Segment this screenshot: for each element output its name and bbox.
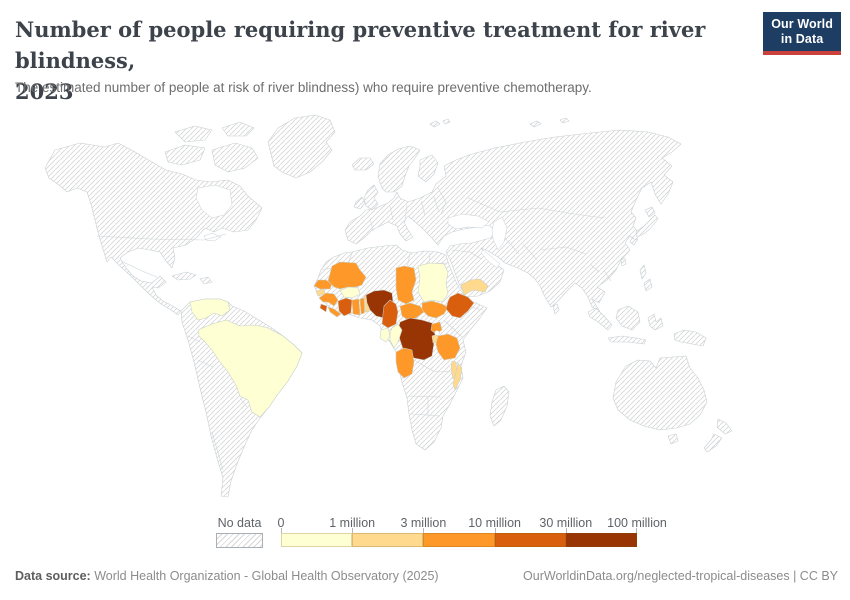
- region-ghana[interactable]: [351, 298, 361, 316]
- data-source-text: World Health Organization - Global Healt…: [90, 569, 439, 583]
- region-australia: [612, 355, 708, 431]
- region-cameroon[interactable]: [381, 299, 399, 329]
- great-lakes: [203, 232, 222, 242]
- region-brazil[interactable]: [197, 319, 303, 418]
- region-madagascar: [489, 385, 510, 427]
- region-guinea[interactable]: [318, 292, 339, 307]
- region-angola[interactable]: [395, 347, 415, 379]
- region-arctic-island-4: [221, 121, 255, 137]
- legend-tick-mark: [423, 528, 425, 533]
- title-line-1: Number of people requiring preventive tr…: [15, 17, 706, 73]
- region-sumatra: [587, 307, 613, 331]
- country-borders-north-america: [96, 233, 227, 278]
- region-togo[interactable]: [359, 297, 365, 315]
- hudson-bay: [195, 184, 233, 219]
- country-borders-eurasia: [369, 187, 612, 282]
- region-taiwan: [620, 257, 627, 267]
- region-finland: [417, 154, 439, 183]
- region-congo[interactable]: [389, 323, 403, 349]
- region-arctic-island-3: [174, 125, 213, 143]
- legend-swatch-10-30m[interactable]: [494, 533, 566, 547]
- region-yemen[interactable]: [460, 278, 489, 296]
- region-philippines-north: [639, 264, 647, 280]
- legend-tick-mark: [281, 528, 282, 533]
- region-cuba: [171, 271, 197, 281]
- owid-logo-line2: in Data: [780, 32, 824, 46]
- region-philippines-south: [643, 278, 653, 292]
- region-mali[interactable]: [327, 261, 367, 290]
- country-borders-north-africa: [320, 252, 448, 280]
- region-japan-honshu: [635, 214, 659, 238]
- data-source-label: Data source:: [15, 569, 91, 583]
- region-liberia[interactable]: [327, 306, 342, 318]
- region-svalbard: [429, 118, 451, 128]
- region-new-zealand-south: [703, 433, 723, 453]
- region-hispaniola: [199, 276, 213, 285]
- region-united-kingdom: [363, 184, 379, 211]
- legend-color-bar: 0 1 million 3 million 10 million 30 mill…: [277, 516, 667, 547]
- legend-tick-100m: 100 million: [607, 516, 667, 530]
- region-new-guinea: [673, 329, 707, 347]
- region-java: [607, 335, 647, 345]
- region-central-african-republic[interactable]: [399, 302, 425, 321]
- region-arctic-island-1: [164, 144, 206, 166]
- legend-no-data-label: No data: [217, 516, 262, 530]
- region-borneo: [615, 305, 641, 331]
- legend-no-data-swatch[interactable]: [216, 533, 263, 548]
- region-ireland: [353, 196, 366, 210]
- legend-tick-30m: 30 million: [539, 516, 593, 530]
- country-borders-south-america: [187, 335, 248, 471]
- legend-swatch-1-3m[interactable]: [352, 533, 424, 547]
- owid-logo-line1: Our World: [771, 17, 833, 31]
- page-title: Number of people requiring preventive tr…: [15, 14, 760, 107]
- region-sudan[interactable]: [417, 262, 449, 303]
- credit-link[interactable]: OurWorldinData.org/neglected-tropical-di…: [523, 569, 838, 583]
- region-sulawesi: [647, 313, 664, 331]
- legend-tick-3m: 3 million: [400, 516, 447, 530]
- legend-swatch-30-100m[interactable]: [565, 533, 637, 547]
- chart-subtitle: The estimated number of people at risk o…: [15, 80, 592, 95]
- region-chad[interactable]: [395, 265, 417, 305]
- legend-tick-10m: 10 million: [468, 516, 521, 530]
- lake-victoria: [434, 330, 440, 336]
- region-sri-lanka: [552, 303, 560, 315]
- region-japan-hokkaido: [644, 206, 656, 218]
- region-tanzania[interactable]: [435, 333, 461, 361]
- region-arctic-island-2: [211, 142, 259, 173]
- region-mozambique[interactable]: [452, 362, 463, 391]
- region-greenland: [267, 114, 336, 179]
- legend-tick-1m: 1 million: [329, 516, 376, 530]
- region-north-america: [44, 142, 263, 316]
- legend-swatch-0-1m[interactable]: [281, 533, 353, 547]
- legend-tick-0: 0: [277, 516, 285, 530]
- region-scandinavia: [377, 145, 421, 193]
- legend-tick-mark: [565, 528, 567, 533]
- region-gabon[interactable]: [379, 327, 391, 343]
- persian-gulf: [480, 249, 501, 269]
- legend-tick-mark: [636, 528, 637, 533]
- legend-tick-mark: [352, 528, 354, 533]
- region-tasmania: [667, 433, 679, 445]
- region-japan-kyushu: [629, 237, 638, 246]
- region-ethiopia[interactable]: [445, 292, 475, 319]
- region-new-zealand-north: [716, 418, 733, 435]
- black-sea: [447, 213, 490, 230]
- region-venezuela[interactable]: [189, 298, 231, 321]
- legend-swatch-3-10m[interactable]: [423, 533, 495, 547]
- region-sierra-leone[interactable]: [319, 303, 328, 313]
- region-russian-arctic-islands: [529, 117, 570, 128]
- owid-logo[interactable]: Our World in Data: [763, 12, 841, 55]
- region-ivory-coast[interactable]: [337, 297, 353, 317]
- title-line-2: 2023: [15, 79, 74, 104]
- data-source-note: Data source: World Health Organization -…: [15, 569, 439, 583]
- legend-tick-mark: [494, 528, 496, 533]
- region-eurasia: [344, 129, 682, 313]
- legend-no-data: No data: [216, 516, 263, 548]
- region-iceland: [351, 157, 375, 171]
- country-borders-east-south-africa: [408, 306, 484, 417]
- caspian-sea: [491, 216, 508, 251]
